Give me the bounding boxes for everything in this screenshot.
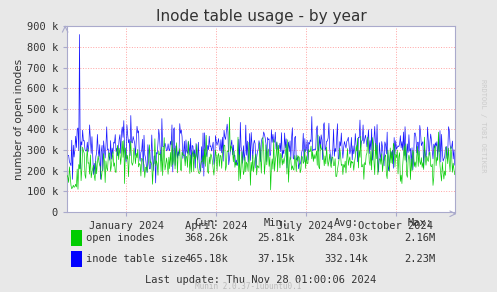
Title: Inode table usage - by year: Inode table usage - by year (156, 9, 366, 24)
Text: 368.26k: 368.26k (185, 233, 229, 243)
Text: 25.81k: 25.81k (257, 233, 295, 243)
Text: 37.15k: 37.15k (257, 254, 295, 264)
Bar (71, 230, 82, 246)
Text: Munin 2.0.37-1ubuntu0.1: Munin 2.0.37-1ubuntu0.1 (195, 281, 302, 291)
Text: 2.16M: 2.16M (404, 233, 435, 243)
Text: Avg:: Avg: (333, 218, 359, 228)
Text: 284.03k: 284.03k (325, 233, 368, 243)
Text: inode table size: inode table size (86, 254, 186, 264)
Text: 465.18k: 465.18k (185, 254, 229, 264)
Text: 2.23M: 2.23M (404, 254, 435, 264)
Text: RRDTOOL / TOBI OETIKER: RRDTOOL / TOBI OETIKER (480, 79, 486, 172)
Y-axis label: number of open inodes: number of open inodes (14, 58, 24, 180)
Text: open inodes: open inodes (86, 233, 155, 243)
Bar (71, 251, 82, 267)
Text: Max:: Max: (408, 218, 432, 228)
Text: Last update: Thu Nov 28 01:00:06 2024: Last update: Thu Nov 28 01:00:06 2024 (145, 275, 377, 285)
Text: Cur:: Cur: (194, 218, 219, 228)
Text: Min:: Min: (264, 218, 289, 228)
Text: 332.14k: 332.14k (325, 254, 368, 264)
